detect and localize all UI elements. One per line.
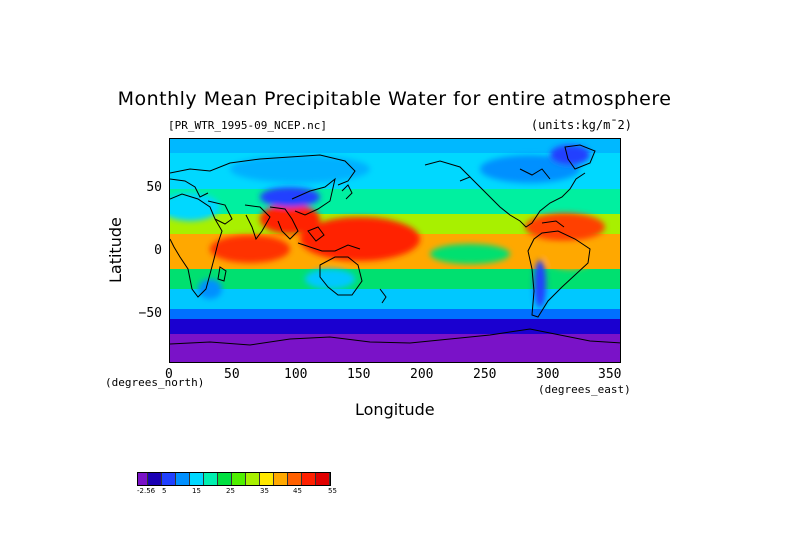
colorbar-swatch	[302, 473, 316, 485]
coast-arabia	[207, 200, 233, 225]
x-tick-300: 300	[536, 367, 560, 382]
coast-new-zealand	[379, 288, 387, 304]
coast-india	[244, 204, 271, 241]
colorbar-tick-label: -2.56	[137, 487, 156, 495]
colorbar-swatch	[246, 473, 260, 485]
coast-se-asia	[269, 206, 299, 240]
moisture-anomalies	[170, 145, 605, 308]
x-tick-200: 200	[410, 367, 434, 382]
colorbar-tick-label: 35	[260, 487, 269, 495]
coast-south-america	[527, 230, 591, 318]
bay-of-bengal	[260, 204, 320, 234]
band-southern-ocean	[170, 319, 620, 334]
file-label: [PR_WTR_1995-09_NCEP.nc]	[168, 119, 327, 132]
caribbean	[525, 213, 605, 241]
coast-antarctica	[170, 328, 620, 346]
tibet-dry	[260, 187, 320, 207]
band-south-mid	[170, 289, 620, 309]
colorbar-swatch	[260, 473, 274, 485]
coast-north-america	[469, 172, 586, 228]
x-tick-50: 50	[224, 367, 240, 382]
indian-ocean-east	[210, 235, 290, 263]
band-south-sub	[170, 269, 620, 289]
greenland	[550, 145, 590, 165]
colorbar-tick-label: 5	[162, 487, 167, 495]
amazon	[545, 245, 595, 269]
band-south-high	[170, 309, 620, 319]
chart-title: Monthly Mean Precipitable Water for enti…	[117, 88, 672, 110]
y-tick-minus-50: −50	[138, 306, 162, 321]
band-arctic	[170, 139, 620, 153]
x-tick-350: 350	[598, 367, 622, 382]
colorbar-tick-label: 15	[192, 487, 201, 495]
colorbar-swatch	[138, 473, 148, 485]
x-tick-150: 150	[347, 367, 371, 382]
y-units-label: (degrees_north)	[105, 376, 205, 389]
y-tick-0: 0	[154, 243, 162, 258]
coastlines	[170, 144, 620, 346]
colorbar-swatch	[288, 473, 302, 485]
y-tick-50: 50	[146, 180, 162, 195]
colorbar-swatch	[232, 473, 246, 485]
units-label: (units:kg/m¯2)	[530, 118, 632, 132]
coast-borneo	[307, 226, 325, 242]
x-tick-250: 250	[473, 367, 497, 382]
colorbar-swatch	[204, 473, 218, 485]
x-axis-label: Longitude	[355, 400, 435, 419]
coast-australia	[319, 256, 363, 296]
coast-hudson	[519, 168, 551, 180]
precipitable-water-map	[169, 138, 621, 363]
coast-japan	[341, 184, 353, 200]
sahara-dry	[170, 193, 220, 221]
east-pacific-green	[430, 244, 510, 264]
colorbar-swatch	[190, 473, 204, 485]
latitude-bands	[170, 139, 620, 362]
y-axis-label: Latitude	[106, 217, 125, 283]
coast-china	[291, 177, 336, 216]
colorbar-swatch	[316, 473, 330, 485]
warm-pool	[300, 217, 420, 261]
band-antarctic	[170, 334, 620, 362]
coast-greenland	[564, 144, 596, 170]
coast-madagascar	[217, 266, 227, 282]
colorbar-tick-label: 55	[328, 487, 337, 495]
colorbar-tick-label: 45	[293, 487, 302, 495]
x-units-label: (degrees_east)	[538, 383, 631, 396]
coast-indonesia	[297, 242, 361, 252]
colorbar-swatch	[274, 473, 288, 485]
map-svg	[170, 139, 620, 362]
coast-europe	[170, 178, 209, 198]
coast-alaska	[424, 160, 471, 182]
south-africa-dry	[198, 279, 222, 299]
colorbar-tick-label: 25	[226, 487, 235, 495]
siberia	[230, 155, 370, 183]
coast-eurasia-north	[170, 154, 356, 186]
x-tick-100: 100	[284, 367, 308, 382]
band-north-mid	[170, 189, 620, 214]
coast-africa	[170, 193, 223, 298]
colorbar-swatch	[176, 473, 190, 485]
colorbar-swatch	[148, 473, 162, 485]
andes-dry	[534, 260, 546, 308]
colorbar-swatch	[162, 473, 176, 485]
canada	[480, 155, 580, 183]
colorbar-swatch	[218, 473, 232, 485]
colorbar	[137, 472, 331, 486]
coast-cuba	[541, 220, 565, 228]
x-tick-0: 0	[165, 367, 173, 382]
australia-dry	[305, 269, 355, 289]
